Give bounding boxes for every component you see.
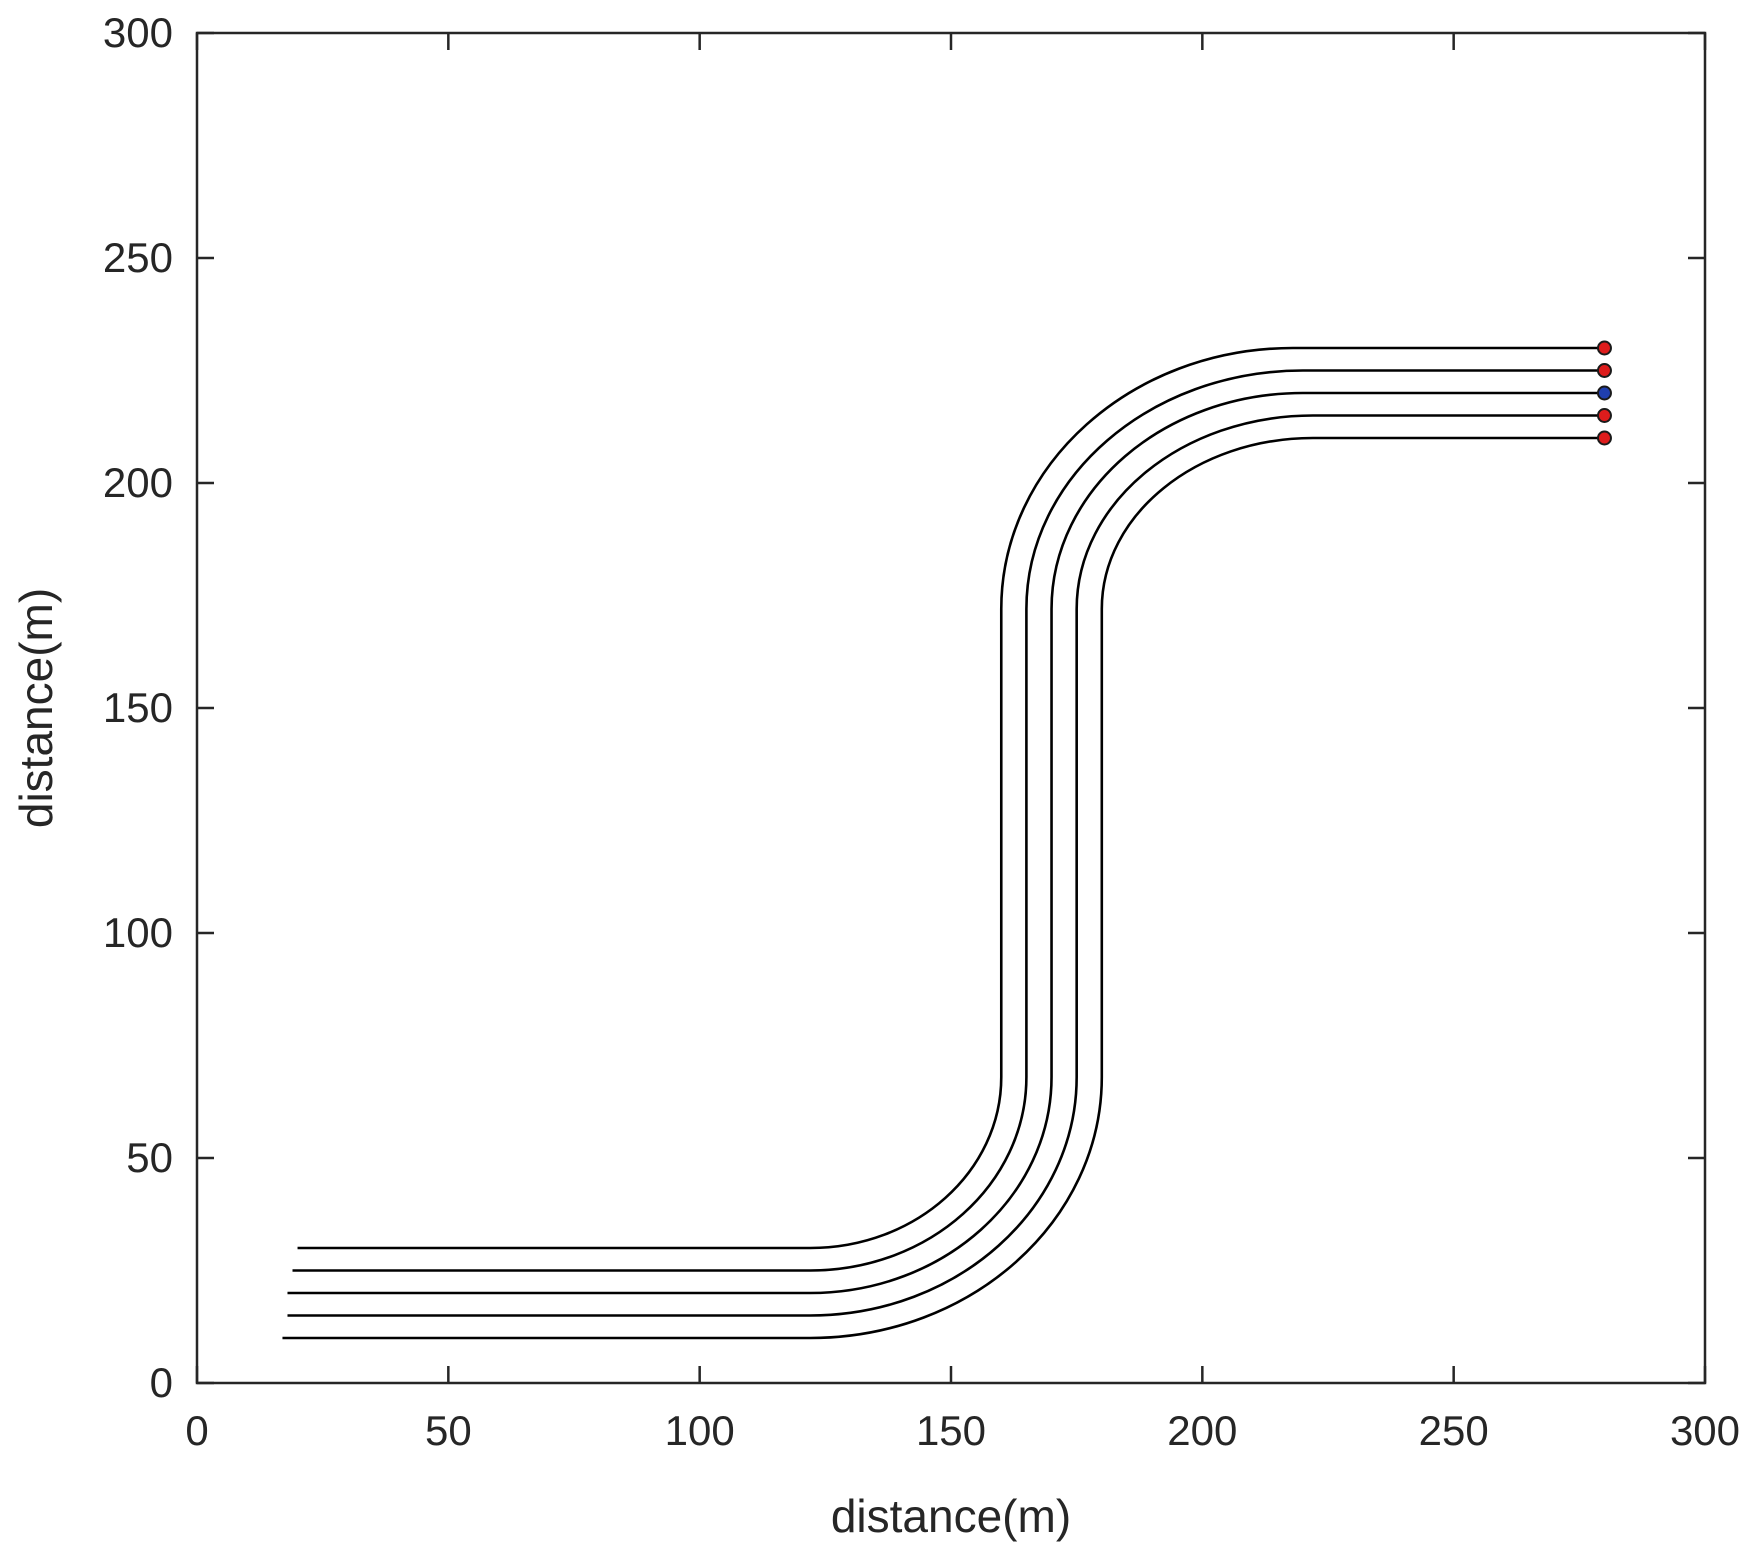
lane-end-marker-4 <box>1596 408 1612 423</box>
y-tick-label-4: 200 <box>103 459 173 506</box>
lane-end-marker-3 <box>1596 385 1612 401</box>
x-axis-label: distance(m) <box>831 1490 1071 1542</box>
y-tick-label-5: 250 <box>103 234 173 281</box>
endpoint-markers <box>1596 340 1612 446</box>
lane-end-marker-5 <box>1596 430 1612 446</box>
lane-end-marker-2 <box>1596 363 1612 378</box>
y-tick-label-1: 50 <box>126 1134 173 1181</box>
lane-line-1 <box>297 346 1605 1250</box>
y-axis-label: distance(m) <box>10 588 62 828</box>
plot-area <box>195 31 1707 1385</box>
y-tick-label-6: 300 <box>103 9 173 56</box>
lane-line-5 <box>282 436 1605 1340</box>
x-tick-label-6: 300 <box>1670 1407 1740 1454</box>
axis-ticks: 0 50 100 150 200 250 300 0 50 100 150 200 250 300 <box>103 9 1740 1454</box>
y-tick-label-2: 100 <box>103 909 173 956</box>
x-tick-label-2: 100 <box>665 1407 735 1454</box>
x-tick-label-0: 0 <box>185 1407 208 1454</box>
x-tick-label-5: 250 <box>1419 1407 1489 1454</box>
x-tick-label-3: 150 <box>916 1407 986 1454</box>
x-tick-label-1: 50 <box>425 1407 472 1454</box>
series-lines <box>282 346 1605 1340</box>
x-tick-label-4: 200 <box>1167 1407 1237 1454</box>
y-tick-label-0: 0 <box>150 1359 173 1406</box>
lane-line-4 <box>287 414 1605 1317</box>
lane-line-2 <box>292 369 1605 1272</box>
lane-line-3 <box>287 391 1605 1295</box>
y-tick-label-3: 150 <box>103 684 173 731</box>
lane-end-marker-1 <box>1596 340 1612 356</box>
